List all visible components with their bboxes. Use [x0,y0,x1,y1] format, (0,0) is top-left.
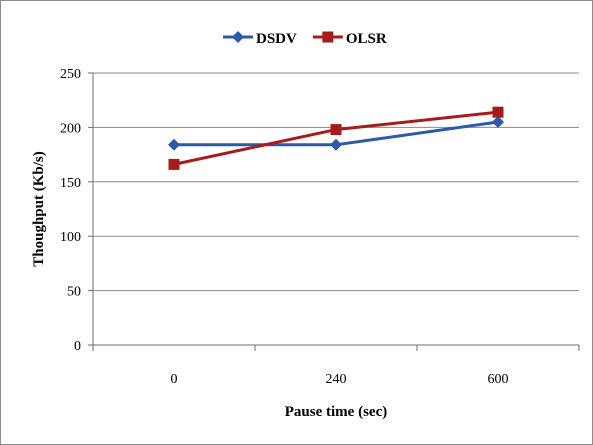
legend: DSDV OLSR [223,31,387,47]
series-group [168,106,504,170]
x-tick-labels: 0 240 600 [171,372,509,387]
y-tick-label: 0 [74,339,81,354]
legend-label-olsr: OLSR [346,31,387,47]
y-tick-label: 50 [67,285,81,300]
y-tick-label: 200 [60,121,81,136]
gridlines [93,72,579,292]
x-tick-label: 0 [171,372,178,387]
data-point-olsr [168,158,180,170]
data-point-olsr [492,106,504,118]
data-point-dsdv [330,138,342,151]
legend-marker-olsr [322,31,334,43]
y-tick-label: 100 [60,230,81,245]
series-line-olsr [173,110,499,166]
x-tick-label: 240 [326,372,347,387]
data-point-dsdv [492,115,504,128]
axes [88,72,580,351]
y-tick-label: 250 [60,67,81,82]
x-tick-label: 600 [488,372,509,387]
legend-marker-dsdv [232,31,244,43]
y-axis-title: Thoughput (Kb/s) [31,151,47,266]
data-point-dsdv [168,138,180,151]
y-tick-label: 150 [60,176,81,191]
x-axis-title: Pause time (sec) [285,404,387,420]
data-point-olsr [330,124,342,136]
y-tick-labels: 0 50 100 150 200 250 [60,67,81,354]
legend-label-dsdv: DSDV [256,31,297,47]
